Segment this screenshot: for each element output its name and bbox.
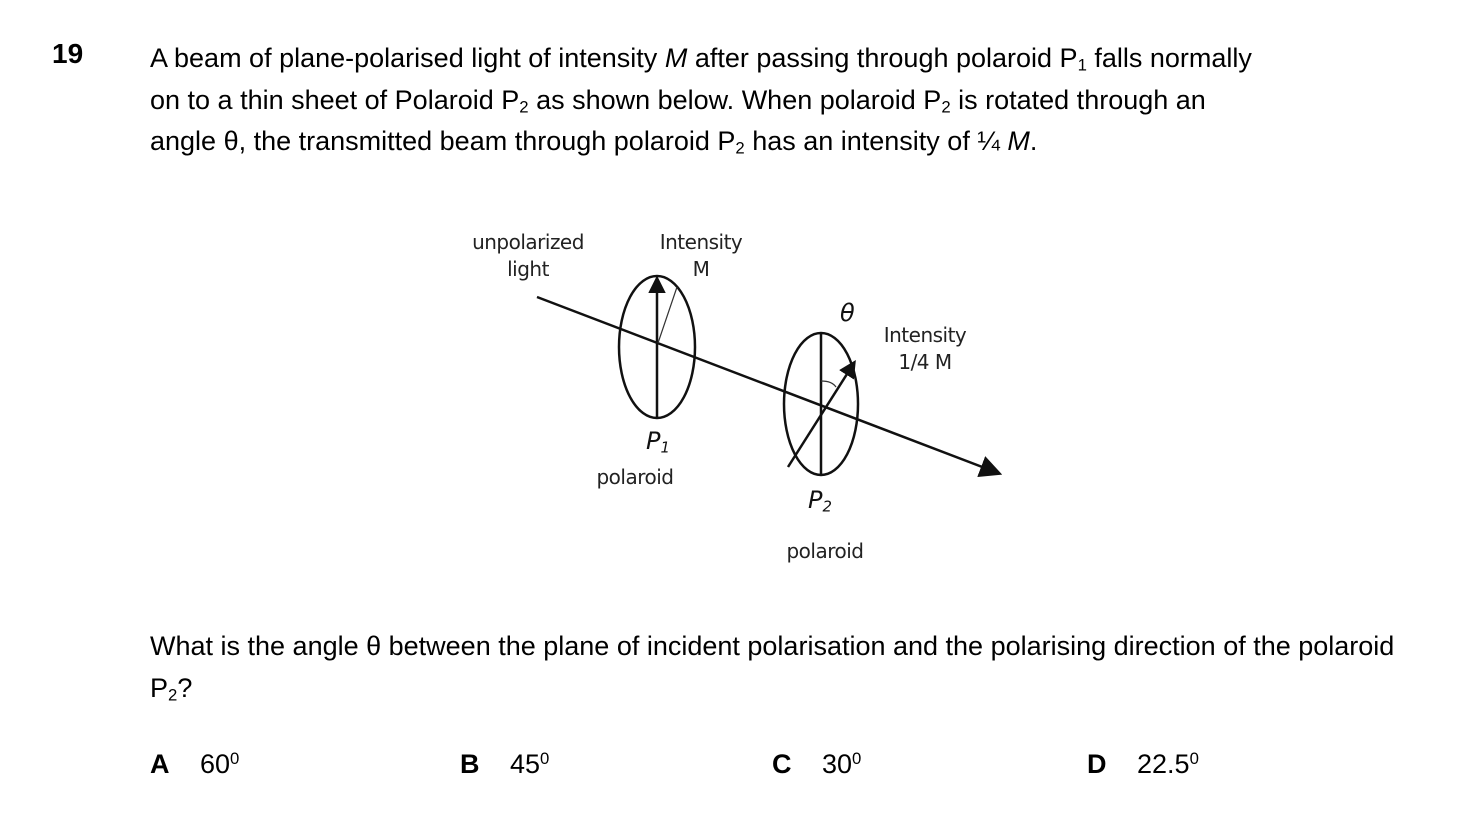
light-beam — [536, 295, 1003, 478]
p2-label: P2 — [808, 486, 832, 516]
stem-line-3: angle θ, the transmitted beam through po… — [150, 126, 1038, 158]
option-c-letter: C — [772, 749, 792, 779]
option-c-value: 30 — [822, 749, 853, 779]
question-prompt: What is the angle θ between the plane of… — [150, 631, 1395, 705]
intensity-m-label: Intensity M — [659, 230, 743, 281]
option-d-degree: 0 — [1189, 748, 1199, 768]
p1-label: P1 — [646, 427, 670, 457]
polaroid-diagram-drawing — [536, 274, 1003, 478]
theta-angle-arc — [820, 380, 837, 388]
option-b-value: 45 — [510, 749, 541, 779]
option-a-value: 60 — [200, 749, 231, 779]
p1-thin-line — [657, 286, 678, 344]
option-d-value: 22.5 — [1137, 749, 1190, 779]
option-a[interactable]: A 600 — [150, 749, 239, 780]
option-c-degree: 0 — [852, 748, 862, 768]
option-a-letter: A — [150, 749, 170, 779]
option-d[interactable]: D 22.50 — [1087, 749, 1199, 780]
option-b-letter: B — [460, 749, 480, 779]
p1-polaroid-caption: polaroid — [596, 465, 674, 489]
option-b[interactable]: B 450 — [460, 749, 549, 780]
option-a-degree: 0 — [230, 748, 240, 768]
p2-polaroid-caption: polaroid — [786, 539, 864, 563]
question-number: 19 — [52, 38, 84, 69]
unpolarized-light-label: unpolarized light — [472, 230, 584, 281]
option-d-letter: D — [1087, 749, 1107, 779]
option-b-degree: 0 — [540, 748, 550, 768]
theta-label: θ — [840, 299, 855, 327]
p2-polarisation-axis — [786, 360, 856, 468]
question-stem: A beam of plane-polarised light of inten… — [150, 38, 1400, 163]
intensity-quarter-m-label: Intensity 1/4 M — [883, 323, 967, 374]
polaroid-diagram: unpolarized light Intensity M θ Intensit… — [440, 215, 1040, 585]
stem-line-2: on to a thin sheet of Polaroid P2 as sho… — [150, 84, 1206, 117]
stem-line-1: A beam of plane-polarised light of inten… — [150, 43, 1252, 75]
option-c[interactable]: C 300 — [772, 749, 861, 780]
